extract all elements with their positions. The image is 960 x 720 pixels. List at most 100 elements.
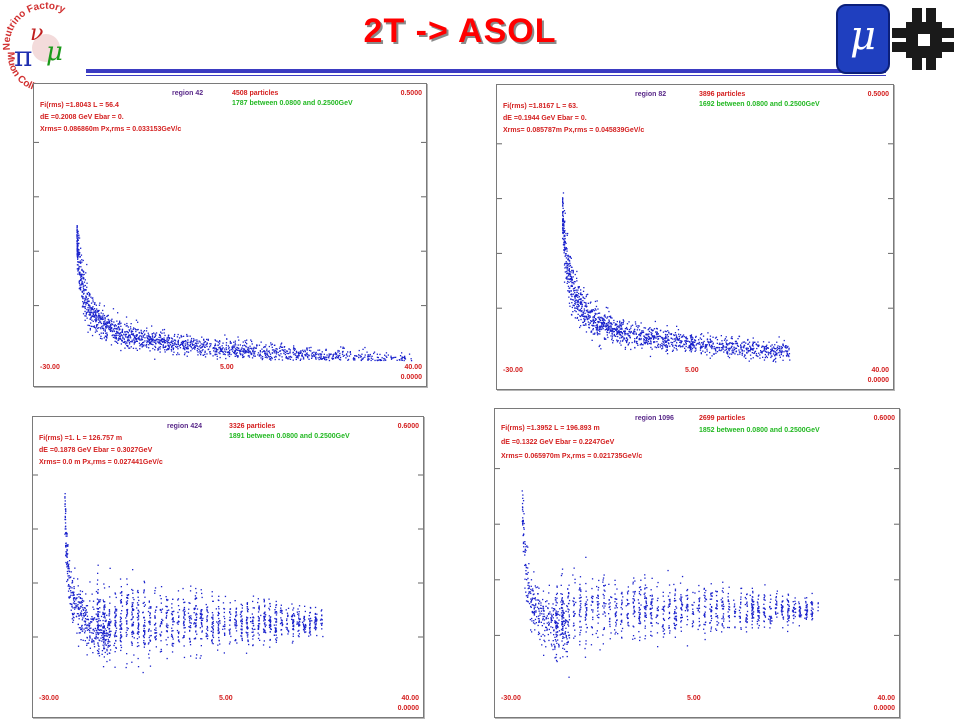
scatter-point <box>716 347 718 349</box>
scatter-point <box>87 310 89 312</box>
scatter-point <box>694 339 696 341</box>
scatter-point <box>727 355 729 357</box>
scatter-point <box>81 590 84 593</box>
scatter-point <box>296 355 298 357</box>
y-max-label: 0.6000 <box>397 423 419 430</box>
scatter-point <box>298 629 300 632</box>
scatter-point <box>160 598 162 600</box>
scatter-point <box>225 348 228 351</box>
scatter-point <box>773 350 775 352</box>
scatter-point <box>577 300 579 302</box>
scatter-point <box>727 344 729 346</box>
scatter-point <box>217 622 219 624</box>
scatter-point <box>102 632 105 634</box>
scatter-point <box>605 322 608 325</box>
scatter-point <box>298 352 300 355</box>
scatter-point <box>574 307 576 309</box>
scatter-point <box>190 345 192 348</box>
scatter-point <box>65 545 67 547</box>
scatter-point <box>301 353 303 355</box>
scatter-point <box>222 342 224 344</box>
scatter-point <box>137 622 140 624</box>
scatter-point <box>289 351 291 353</box>
scatter-point <box>131 331 133 333</box>
scatter-point <box>269 605 271 607</box>
scatter-point <box>195 605 197 607</box>
scatter-point <box>643 335 645 337</box>
scatter-point <box>320 622 322 625</box>
scatter-point <box>219 340 221 342</box>
scatter-point <box>64 516 66 519</box>
scatter-point <box>189 625 192 627</box>
scatter-point <box>130 337 132 339</box>
scatter-point <box>103 642 105 644</box>
scatter-point <box>132 602 134 604</box>
scatter-point <box>71 581 74 583</box>
scatter-point <box>280 609 283 611</box>
scatter-point <box>114 324 116 326</box>
scatter-point <box>127 594 130 596</box>
scatter-point <box>96 311 98 314</box>
scatter-point <box>634 347 636 349</box>
scatter-point <box>102 666 105 668</box>
scatter-point <box>83 289 85 291</box>
scatter-point <box>608 320 610 322</box>
scatter-point <box>103 583 105 585</box>
scatter-point <box>647 335 650 338</box>
scatter-point <box>73 587 75 590</box>
scatter-point <box>359 354 361 357</box>
scatter-point <box>722 345 724 347</box>
scatter-point <box>640 338 642 341</box>
scatter-point <box>268 355 270 358</box>
scatter-point <box>566 250 568 252</box>
scatter-point <box>742 341 744 343</box>
scatter-point <box>71 587 73 589</box>
scatter-point <box>137 338 139 340</box>
scatter-panel-top-left: region 42 4508 particles 1787 between 0.… <box>33 83 427 387</box>
scatter-point <box>96 318 98 320</box>
scatter-point <box>195 622 197 624</box>
scatter-point <box>160 648 162 651</box>
scatter-point <box>216 358 218 360</box>
scatter-point <box>269 353 272 355</box>
scatter-point <box>632 332 634 334</box>
scatter-point <box>354 357 356 360</box>
scatter-point <box>86 263 88 266</box>
scatter-point <box>721 349 723 351</box>
scatter-point <box>325 349 327 351</box>
scatter-point <box>166 615 168 617</box>
scatter-point <box>257 620 260 622</box>
scatter-point <box>268 358 271 360</box>
scatter-point <box>577 313 579 315</box>
scatter-point <box>160 602 162 604</box>
scatter-point <box>604 314 606 316</box>
scatter-point <box>755 343 757 345</box>
scatter-point <box>104 620 106 622</box>
scatter-point <box>77 258 79 260</box>
scatter-point <box>214 353 216 356</box>
scatter-point <box>91 616 93 618</box>
scatter-point <box>211 642 213 644</box>
scatter-point <box>664 339 666 341</box>
scatter-point <box>201 613 203 615</box>
scatter-point <box>260 614 262 617</box>
scatter-point <box>570 313 573 316</box>
scatter-point <box>567 597 569 599</box>
scatter-point <box>362 348 364 350</box>
scatter-point <box>694 341 696 343</box>
scatter-point <box>621 333 624 335</box>
scatter-point <box>102 325 104 327</box>
scatter-point <box>617 340 619 342</box>
scatter-point <box>679 341 681 343</box>
scatter-point <box>166 657 168 660</box>
scatter-point <box>177 339 180 341</box>
scatter-point <box>103 609 105 611</box>
scatter-point <box>95 320 97 322</box>
scatter-point <box>121 328 124 330</box>
scatter-point <box>321 624 323 626</box>
scatter-panel-bottom-left: region 424 3326 particles 1891 between 0… <box>32 416 424 718</box>
scatter-point <box>241 619 243 621</box>
scatter-point <box>583 301 585 304</box>
scatter-point <box>689 347 691 349</box>
scatter-point <box>109 621 111 623</box>
